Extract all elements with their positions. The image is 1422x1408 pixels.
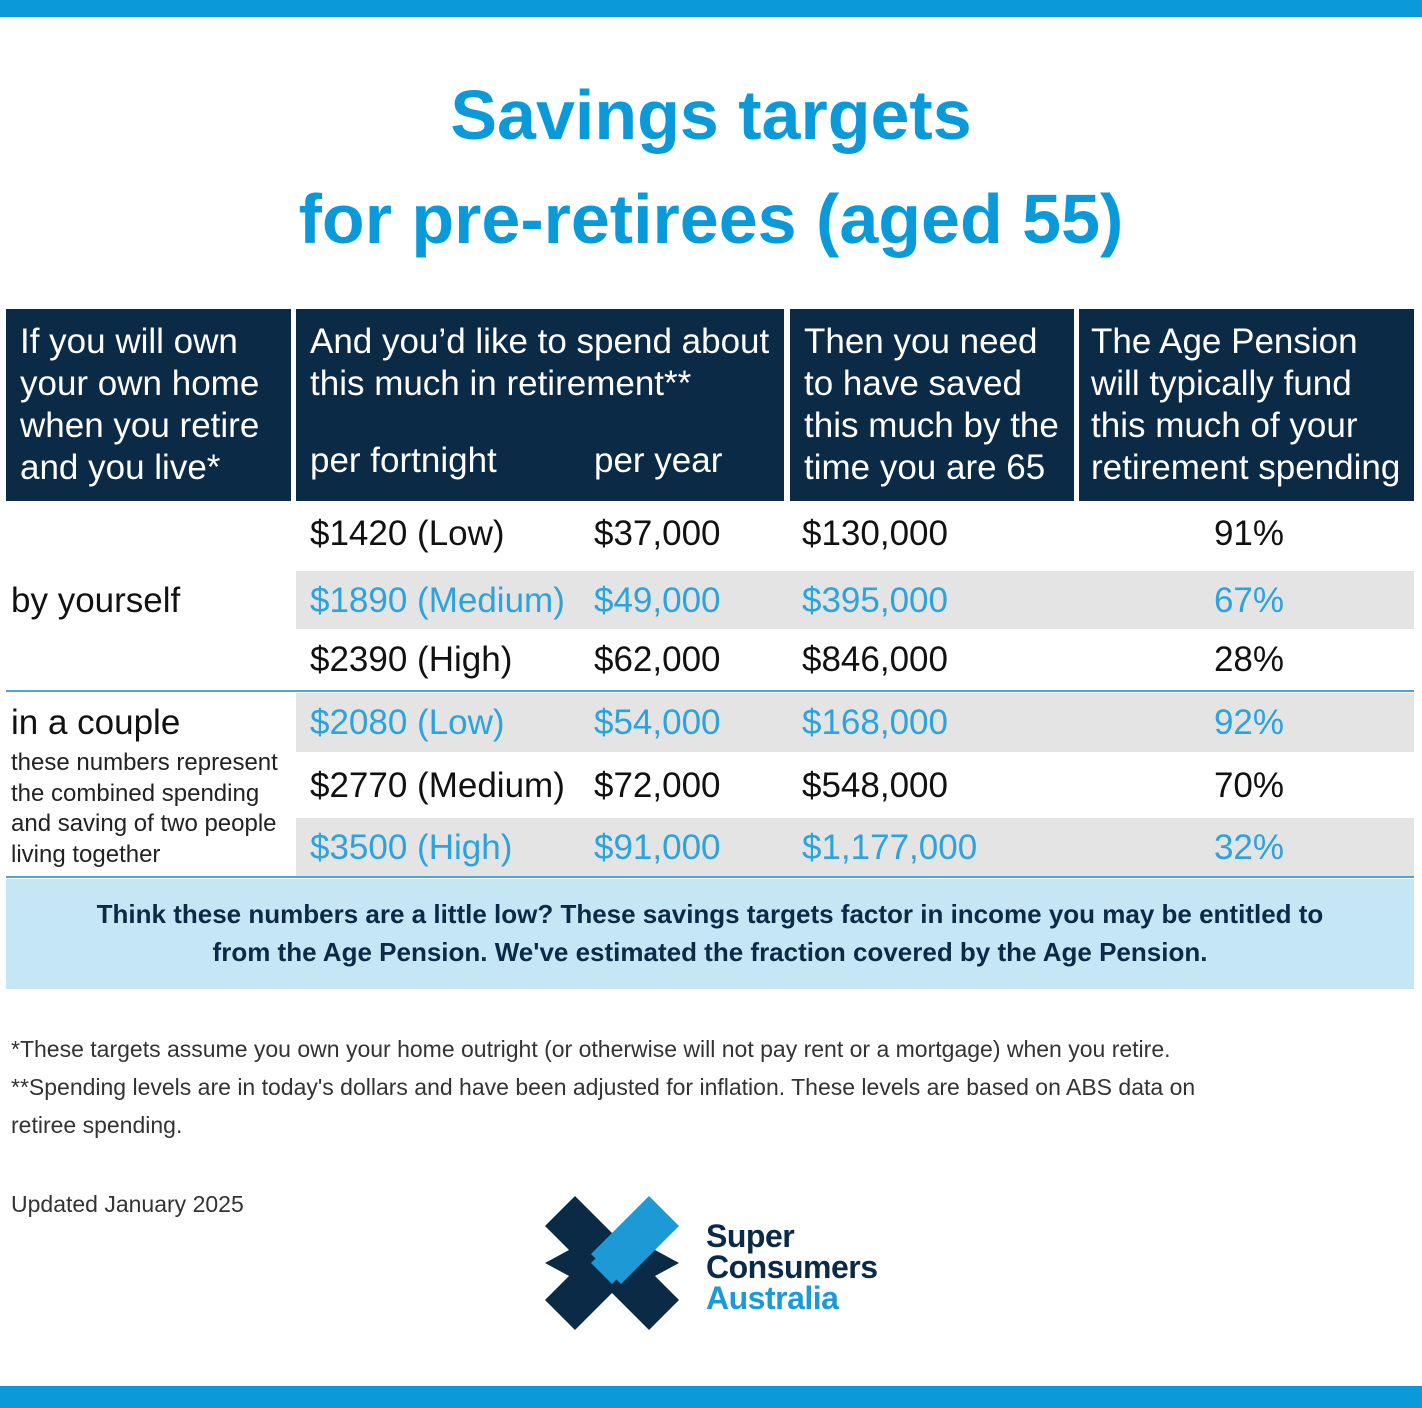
callout-line: Think these numbers are a little low? Th… xyxy=(96,899,1324,929)
cell-per-year: $49,000 xyxy=(594,581,721,620)
top-accent-bar xyxy=(0,0,1422,17)
header-text: this much by the xyxy=(804,406,1059,445)
group-separator xyxy=(6,876,1414,878)
group-note-couple: these numbers represent the combined spe… xyxy=(11,749,278,868)
cell-savings-needed: $395,000 xyxy=(802,581,948,620)
row-band xyxy=(296,571,1414,629)
cell-per-year: $37,000 xyxy=(594,514,721,553)
header-age-pension: The Age Pension will typically fund this… xyxy=(1079,309,1414,501)
age-pension-callout: Think these numbers are a little low? Th… xyxy=(6,879,1414,989)
bottom-accent-bar xyxy=(0,1386,1422,1408)
header-text: and you live* xyxy=(20,448,221,487)
cell-pension-share: 70% xyxy=(1213,766,1285,805)
header-savings-needed: Then you need to have saved this much by… xyxy=(790,309,1074,501)
header-living-situation: If you will own your own home when you r… xyxy=(6,309,291,501)
updated-date: Updated January 2025 xyxy=(11,1191,244,1217)
cell-per-year: $72,000 xyxy=(594,766,721,805)
group-separator xyxy=(6,690,1414,692)
header-text: Then you need xyxy=(804,322,1038,361)
cell-per-fortnight: $2390 (High) xyxy=(310,640,513,679)
footnote-home-ownership: *These targets assume you own your home … xyxy=(11,1036,1171,1062)
callout-line: from the Age Pension. We've estimated th… xyxy=(212,937,1208,967)
header-text: retirement spending xyxy=(1091,448,1401,487)
cell-pension-share: 92% xyxy=(1213,703,1285,742)
cell-pension-share: 67% xyxy=(1213,581,1285,620)
brand-name-line1: Super xyxy=(706,1218,795,1254)
header-text: The Age Pension xyxy=(1091,322,1358,361)
header-text: your own home xyxy=(20,364,260,403)
brand-name-line2: Consumers xyxy=(706,1249,878,1285)
row-band xyxy=(296,693,1414,752)
page-title-line1: Savings targets xyxy=(450,76,972,154)
cell-per-year: $62,000 xyxy=(594,640,721,679)
cell-per-fortnight: $1890 (Medium) xyxy=(310,581,565,620)
group-label-couple: in a couple xyxy=(11,703,181,742)
header-text: And you’d like to spend about xyxy=(310,322,770,361)
footnote-spending-levels: **Spending levels are in today's dollars… xyxy=(11,1074,1196,1100)
page-title-line2: for pre-retirees (aged 55) xyxy=(298,180,1124,258)
header-per-year: per year xyxy=(594,441,723,480)
header-text: to have saved xyxy=(804,364,1022,403)
cell-pension-share: 28% xyxy=(1213,640,1285,679)
header-per-fortnight: per fortnight xyxy=(310,441,497,480)
header-text: when you retire xyxy=(20,406,260,445)
cell-savings-needed: $130,000 xyxy=(802,514,948,553)
cell-pension-share: 32% xyxy=(1213,828,1285,867)
header-text: time you are 65 xyxy=(804,448,1046,487)
cell-savings-needed: $548,000 xyxy=(802,766,948,805)
brand-name-line3: Australia xyxy=(706,1280,839,1316)
cell-pension-share: 91% xyxy=(1213,514,1285,553)
cell-savings-needed: $168,000 xyxy=(802,703,948,742)
header-text: this much in retirement** xyxy=(310,364,692,403)
cell-savings-needed: $1,177,000 xyxy=(802,828,978,867)
footnote-spending-levels-cont: retiree spending. xyxy=(11,1112,183,1138)
cell-per-fortnight: $2770 (Medium) xyxy=(310,766,565,805)
header-text: this much of your xyxy=(1091,406,1358,445)
cell-per-year: $54,000 xyxy=(594,703,721,742)
cell-per-year: $91,000 xyxy=(594,828,721,867)
header-text: will typically fund xyxy=(1091,364,1352,403)
row-band xyxy=(296,818,1414,877)
cell-savings-needed: $846,000 xyxy=(802,640,948,679)
cell-per-fortnight: $3500 (High) xyxy=(310,828,513,867)
header-text: If you will own xyxy=(20,322,238,361)
group-label-single: by yourself xyxy=(11,581,181,620)
header-spending: And you’d like to spend about this much … xyxy=(296,309,784,501)
eight-point-star-icon xyxy=(545,1196,679,1330)
cell-per-fortnight: $1420 (Low) xyxy=(310,514,505,553)
cell-per-fortnight: $2080 (Low) xyxy=(310,703,505,742)
